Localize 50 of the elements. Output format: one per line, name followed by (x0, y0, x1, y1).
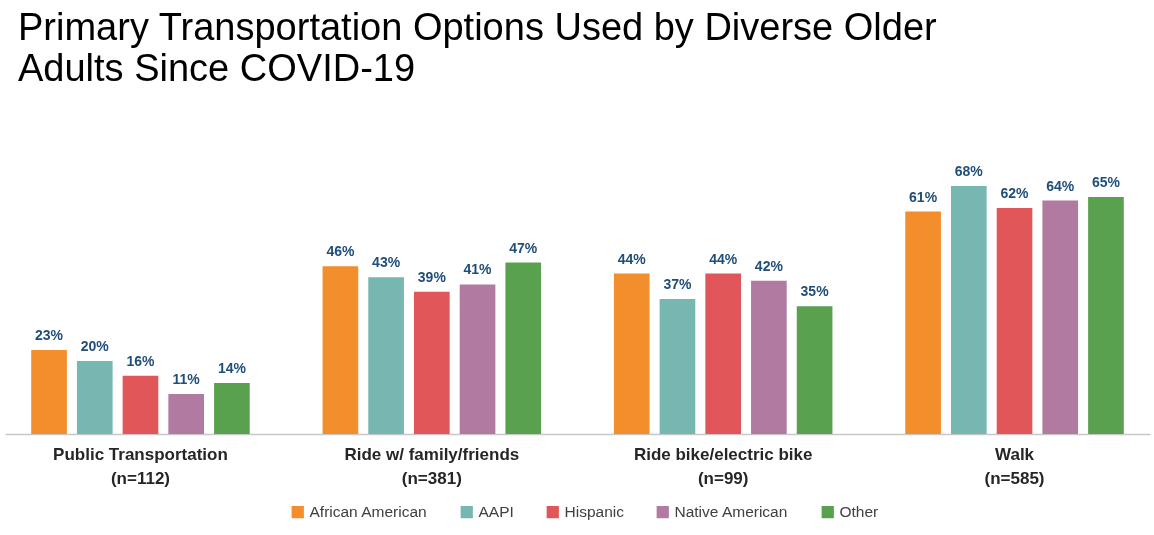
data-label: 14% (217, 359, 247, 376)
bar (368, 277, 404, 434)
data-label: 65% (1091, 173, 1121, 190)
data-label: 39% (417, 268, 447, 285)
bar (168, 393, 205, 434)
bar (122, 375, 159, 434)
data-label: 43% (372, 254, 401, 271)
legend-label: Hispanic (564, 503, 625, 521)
data-label: 46% (326, 243, 355, 260)
data-label: 41% (463, 261, 493, 278)
x-tick-label: Ride w/ family/friends (n=381) (344, 444, 520, 488)
bar (905, 211, 941, 434)
x-tick-label: Walk (n=585) (984, 444, 1045, 488)
data-label: 62% (1000, 184, 1030, 201)
x-tick-label: Ride bike/electric bike (n=99) (633, 444, 813, 488)
bar (1042, 200, 1079, 434)
data-label: 11% (172, 370, 201, 387)
bar (659, 299, 696, 434)
bar (705, 273, 741, 434)
data-label: 44% (709, 250, 738, 267)
bar (1088, 196, 1124, 434)
data-label: 35% (800, 283, 830, 300)
x-tick-label: Public Transportation (n=112) (53, 444, 228, 488)
bar (31, 350, 67, 434)
data-label: 44% (617, 250, 647, 267)
legend-label: AAPI (478, 503, 514, 521)
data-label: 61% (909, 188, 938, 205)
bar (796, 306, 833, 434)
data-label: 68% (954, 163, 984, 179)
bar (751, 280, 787, 434)
data-label: 23% (35, 327, 64, 344)
bar (322, 266, 359, 434)
data-label: 20% (80, 338, 110, 355)
bar (505, 262, 542, 434)
bar (996, 207, 1033, 434)
data-label: 42% (754, 257, 784, 274)
bar (414, 291, 450, 434)
data-label: 16% (126, 352, 156, 369)
data-label: 37% (663, 276, 693, 293)
legend-label: African American (309, 503, 427, 521)
bar (613, 273, 650, 434)
bar (950, 186, 987, 434)
bar (76, 361, 113, 434)
legend-label: Native American (674, 503, 788, 521)
bar (214, 382, 250, 434)
chart-title: Primary Transportation Options Used by Diverse Older Adults Since COVID-19 (18, 6, 938, 89)
data-label: 47% (509, 239, 538, 256)
bar (459, 284, 496, 434)
data-label: 64% (1046, 177, 1075, 194)
legend-label: Other (839, 503, 879, 521)
